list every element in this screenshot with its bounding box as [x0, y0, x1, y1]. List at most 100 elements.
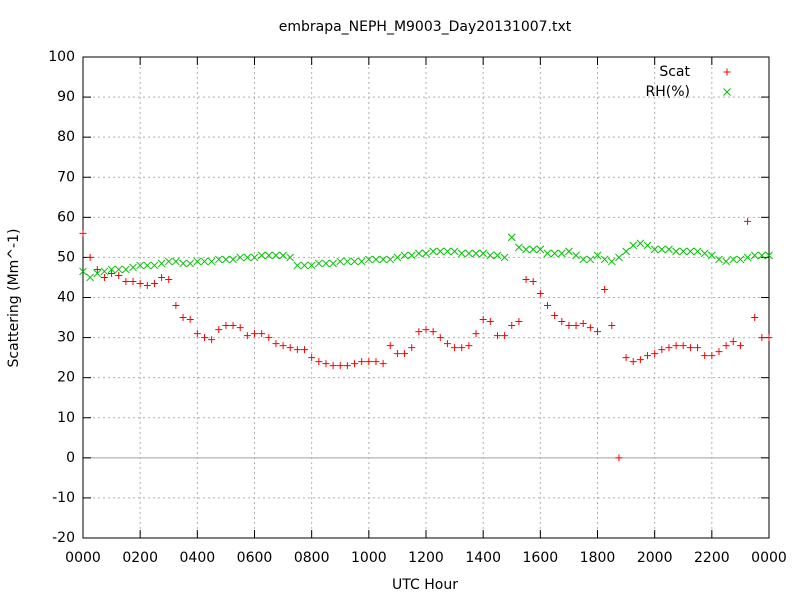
- data-point: [243, 253, 252, 262]
- data-point: [572, 251, 580, 260]
- data-point: [657, 245, 666, 254]
- data-point: [751, 314, 759, 322]
- data-point: [658, 346, 666, 354]
- data-point: [722, 342, 730, 350]
- data-point: [436, 247, 445, 256]
- data-point: [122, 265, 130, 274]
- data-point: [622, 354, 630, 362]
- data-point: [550, 249, 559, 258]
- data-point: [272, 251, 280, 260]
- data-point: [279, 342, 287, 350]
- x-tick-label: 1400: [465, 550, 501, 566]
- data-point: [400, 251, 409, 260]
- y-tick-label: 40: [57, 290, 75, 306]
- legend-label: Scat: [659, 64, 690, 80]
- data-point: [401, 350, 409, 358]
- data-point: [115, 271, 123, 279]
- data-point: [165, 275, 173, 283]
- data-point: [679, 342, 687, 350]
- data-point: [565, 322, 573, 330]
- data-point: [558, 318, 566, 326]
- y-tick-label: 100: [48, 49, 75, 65]
- data-point: [472, 249, 480, 258]
- legend-label: RH(%): [646, 84, 690, 100]
- data-point: [600, 255, 609, 264]
- data-point: [508, 322, 516, 330]
- data-point: [301, 346, 309, 354]
- y-tick-label: 0: [66, 450, 75, 466]
- data-point: [86, 273, 94, 282]
- data-point: [694, 344, 702, 352]
- data-point: [114, 265, 123, 274]
- data-point: [429, 247, 437, 256]
- data-point: [636, 356, 644, 364]
- y-tick-label: 10: [57, 410, 75, 426]
- data-point: [343, 362, 351, 370]
- data-point: [686, 344, 694, 352]
- data-point: [122, 277, 130, 285]
- data-point: [651, 350, 659, 358]
- data-point: [372, 255, 380, 264]
- data-point: [522, 245, 530, 254]
- data-point: [157, 259, 166, 268]
- data-point: [150, 261, 159, 270]
- x-tick-label: 1200: [408, 550, 444, 566]
- data-point: [79, 229, 87, 237]
- data-point: [272, 340, 280, 348]
- data-point: [701, 352, 709, 360]
- data-point: [608, 322, 616, 330]
- data-point: [479, 316, 487, 324]
- data-point: [186, 316, 194, 324]
- data-point: [79, 267, 87, 276]
- data-point: [308, 354, 316, 362]
- x-axis-label: UTC Hour: [392, 577, 458, 593]
- data-point: [365, 358, 373, 366]
- data-point: [214, 255, 223, 264]
- data-point: [329, 259, 337, 268]
- x-tick-label: 0000: [751, 550, 787, 566]
- data-point: [357, 257, 366, 266]
- data-point: [265, 334, 273, 342]
- data-point: [93, 265, 101, 273]
- data-point: [393, 350, 401, 358]
- data-point: [536, 289, 544, 297]
- data-point: [515, 243, 523, 252]
- data-point: [708, 352, 716, 360]
- data-point: [672, 247, 680, 256]
- data-point: [644, 352, 652, 360]
- data-point: [715, 255, 723, 264]
- data-point: [286, 253, 295, 262]
- data-point: [407, 251, 416, 260]
- data-point: [207, 257, 216, 266]
- data-point: [557, 249, 566, 258]
- data-point: [86, 253, 94, 261]
- data-point: [750, 251, 759, 260]
- data-point: [729, 338, 737, 346]
- data-point: [579, 255, 588, 264]
- data-point: [200, 257, 209, 266]
- data-point: [643, 241, 652, 250]
- data-point: [572, 322, 580, 330]
- data-point: [251, 330, 258, 338]
- data-point: [293, 346, 301, 354]
- data-point: [686, 247, 695, 256]
- data-point: [279, 251, 287, 260]
- data-point: [179, 259, 187, 268]
- data-point: [501, 332, 509, 340]
- data-point: [179, 314, 187, 322]
- y-tick-label: -20: [52, 530, 75, 546]
- data-point: [765, 334, 773, 342]
- data-point: [536, 245, 545, 254]
- data-point: [107, 265, 116, 274]
- y-tick-label: 90: [57, 89, 75, 105]
- data-point: [229, 255, 237, 264]
- data-point: [565, 247, 573, 256]
- x-tick-label: 0000: [65, 550, 101, 566]
- data-point: [422, 326, 430, 334]
- data-point: [458, 344, 466, 352]
- y-tick-label: 60: [57, 209, 75, 225]
- data-point: [129, 277, 137, 285]
- data-point: [408, 344, 416, 352]
- data-point: [415, 249, 423, 258]
